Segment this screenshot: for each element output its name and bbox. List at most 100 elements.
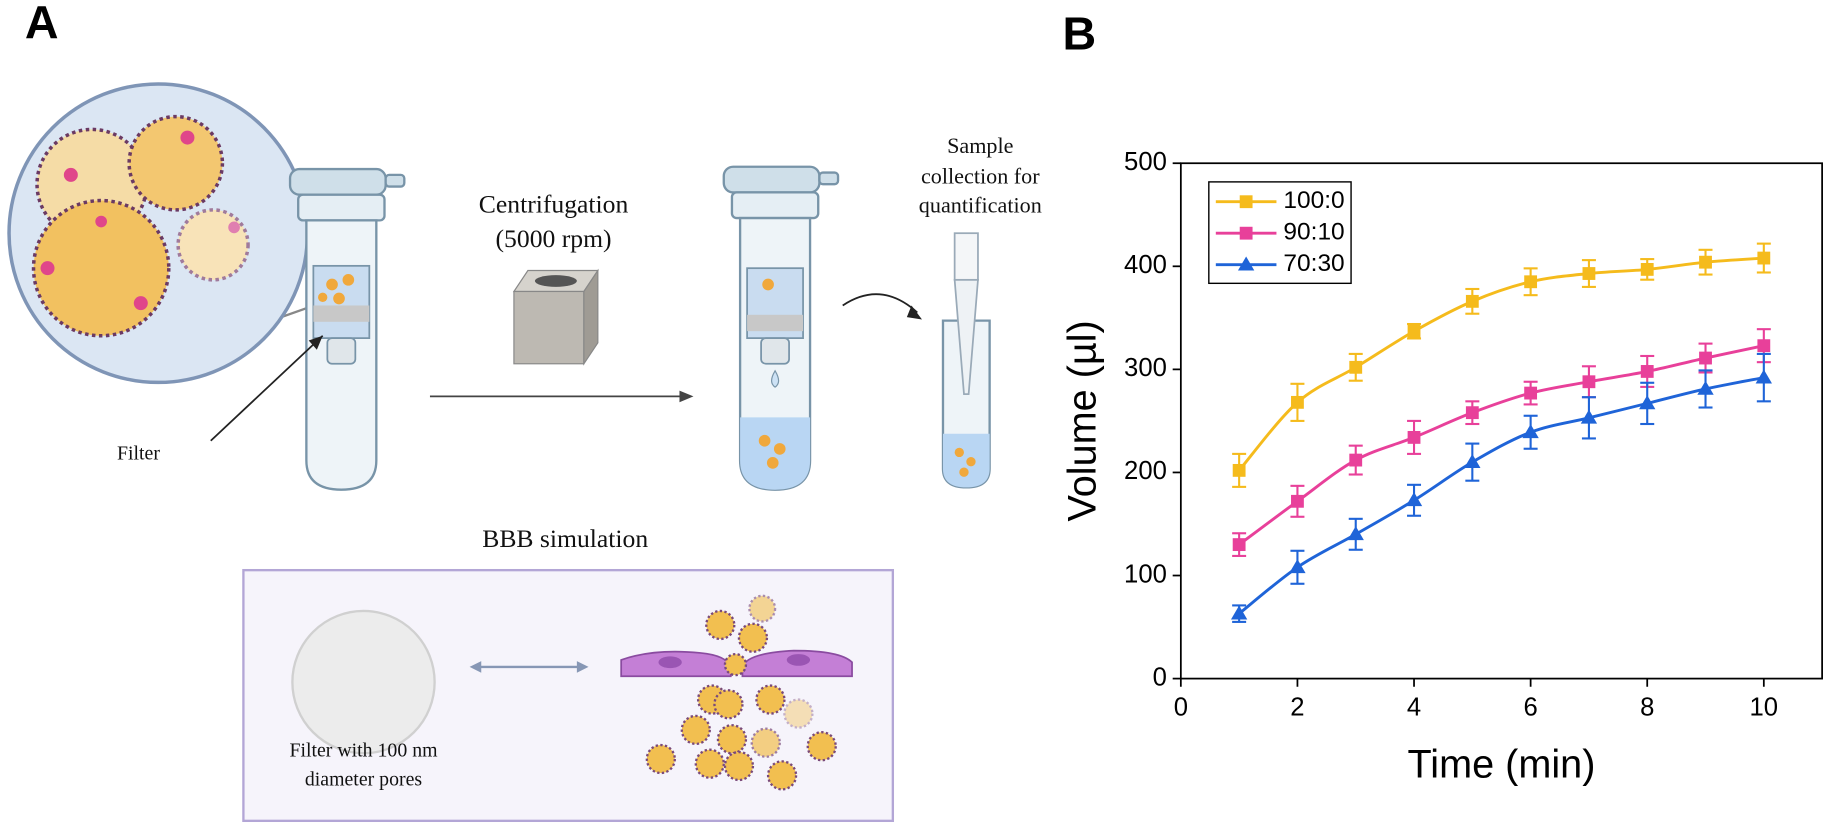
magnified-view — [7, 82, 329, 385]
series-line — [1238, 256, 1764, 472]
centrifuge-part — [513, 290, 585, 365]
double-arrow-part — [469, 661, 482, 673]
marker — [1699, 351, 1712, 365]
tube-part — [384, 173, 406, 188]
tube-part — [771, 369, 780, 388]
tube-part — [297, 193, 386, 222]
section-title: BBB simulation — [482, 524, 648, 553]
nanoparticles-part — [766, 760, 798, 791]
marker — [1239, 226, 1253, 240]
marker — [1230, 605, 1248, 620]
y-tick-label: 0 — [1153, 663, 1167, 691]
filter-label: Filter — [117, 442, 160, 464]
marker — [1757, 251, 1771, 265]
nanoparticles-part — [716, 724, 748, 755]
legend: 100:0 90:10 70:30 — [1208, 181, 1352, 285]
nanoparticles-part — [694, 748, 725, 779]
tube-part — [730, 191, 820, 220]
tube-part — [818, 171, 840, 186]
marker — [1755, 369, 1772, 384]
y-tick-label: 200 — [1124, 457, 1167, 485]
nanoparticles-part — [645, 743, 676, 775]
tube-part — [747, 314, 804, 332]
y-tick-label: 500 — [1124, 148, 1167, 176]
magnified-view-part — [133, 296, 148, 311]
nanoparticles-part — [750, 727, 781, 758]
tube-part — [333, 292, 345, 305]
filter-description: Filter with 100 nm — [289, 740, 438, 762]
tube-part — [722, 165, 821, 194]
marker — [1465, 406, 1479, 420]
nanoparticles-part — [680, 714, 711, 746]
tube-part — [740, 417, 811, 490]
double-arrow-part — [576, 661, 589, 673]
magnified-view-part — [176, 208, 250, 282]
marker — [1699, 255, 1712, 269]
x-tick-label: 6 — [1523, 694, 1537, 722]
marker — [1757, 339, 1771, 353]
x-tick-label: 4 — [1407, 694, 1421, 722]
marker — [1347, 526, 1364, 541]
marker — [1291, 395, 1304, 409]
marker — [1232, 463, 1246, 477]
nanoparticles-part — [783, 698, 814, 729]
endothelial-cells — [620, 649, 853, 678]
nanoparticles-part — [705, 609, 736, 641]
marker — [1697, 380, 1714, 395]
centrifuge-part — [583, 268, 599, 366]
arrow-head — [906, 305, 922, 320]
marker — [1640, 262, 1654, 276]
magnified-view-part — [95, 215, 107, 228]
sample-tube — [941, 232, 991, 489]
series — [1230, 352, 1772, 623]
marker — [1232, 538, 1246, 552]
marker — [1524, 386, 1538, 400]
marker — [1524, 275, 1538, 289]
tube-part — [758, 434, 771, 447]
nanoparticles-part — [755, 684, 786, 715]
marker — [1582, 375, 1596, 389]
panel-label: B — [1063, 8, 1097, 60]
marker — [1291, 494, 1304, 508]
legend-label: 90:10 — [1283, 219, 1344, 246]
y-axis-label: Volume (µl) — [1061, 320, 1105, 521]
centrifuge-part — [534, 275, 577, 287]
tube-part — [313, 305, 370, 322]
x-tick-label: 10 — [1750, 694, 1779, 722]
tube-part — [773, 443, 786, 455]
x-tick-label: 0 — [1174, 694, 1188, 722]
filter-description: diameter pores — [305, 769, 422, 791]
nanoparticles-part — [713, 689, 744, 720]
series — [1232, 242, 1771, 488]
arrow-head — [679, 390, 694, 403]
marker — [1522, 424, 1539, 439]
sample-tube-part — [953, 278, 979, 395]
sample-tube-part — [942, 433, 990, 488]
marker — [1407, 324, 1421, 338]
marker — [1639, 395, 1656, 410]
plot-frame — [1179, 162, 1823, 680]
tube-part — [760, 337, 790, 365]
nanoparticles-part — [737, 622, 769, 653]
step-label: collection for — [921, 163, 1040, 188]
centrifuge — [512, 268, 599, 366]
tube-part — [762, 278, 774, 291]
tube-part — [288, 167, 387, 196]
step-label: Sample — [947, 133, 1014, 158]
nanoparticles-part — [723, 750, 755, 782]
pointer-arrow — [210, 335, 324, 442]
y-tick-label: 100 — [1124, 560, 1167, 588]
magnified-view-part — [228, 221, 240, 234]
marker — [1349, 453, 1363, 467]
y-tick-label: 400 — [1124, 251, 1167, 279]
panel-a: A Filter Centrif — [7, 0, 1042, 823]
marker — [1289, 559, 1306, 574]
tube — [288, 167, 406, 491]
series — [1232, 328, 1771, 557]
tube — [722, 165, 840, 491]
panel-b: B Volume (µl) Time (min) 010020030040050… — [1061, 8, 1823, 787]
nanoparticles — [645, 594, 837, 791]
marker — [1237, 256, 1255, 271]
x-tick-label: 8 — [1640, 694, 1654, 722]
